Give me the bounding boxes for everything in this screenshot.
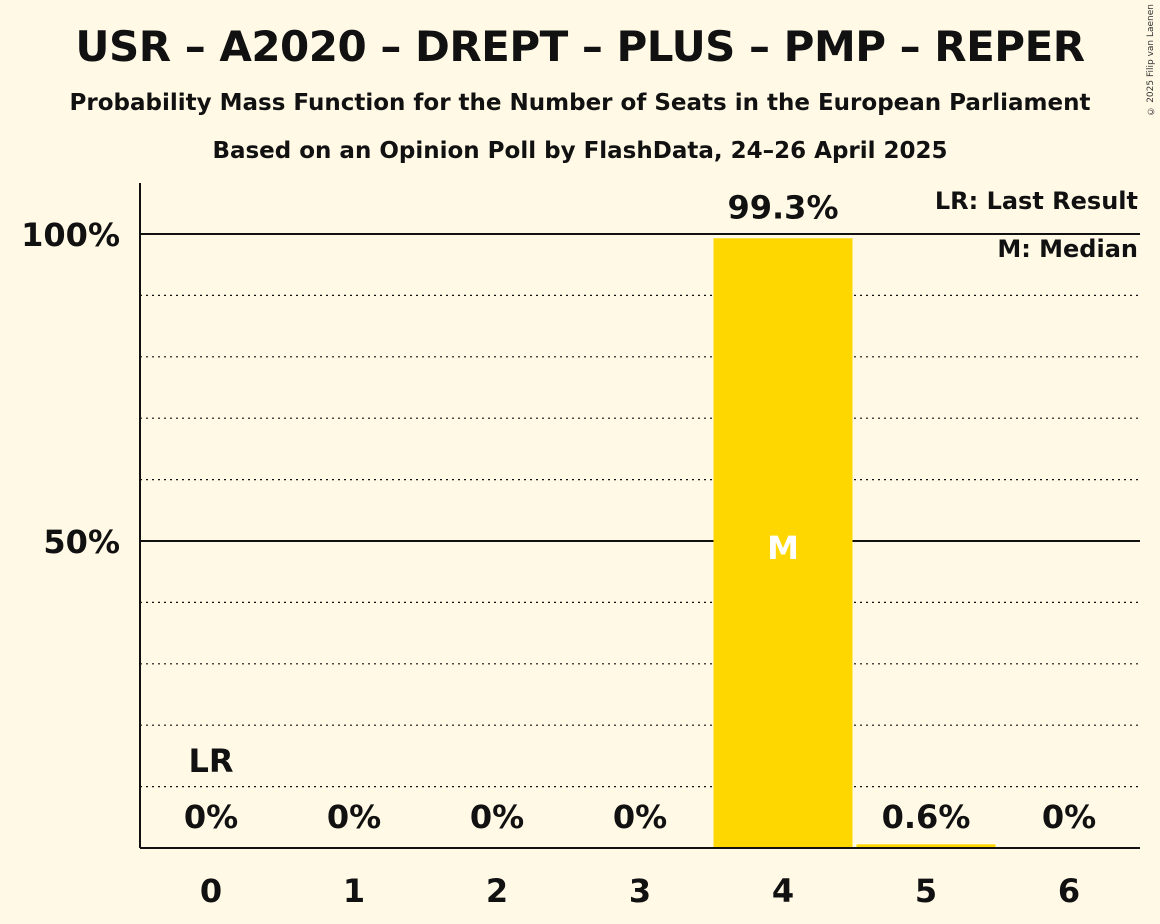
- data-label: 0%: [327, 798, 381, 836]
- data-label: 0%: [470, 798, 524, 836]
- chart-source-subtitle: Based on an Opinion Poll by FlashData, 2…: [212, 138, 948, 164]
- legend-last-result: LR: Last Result: [935, 187, 1138, 215]
- bar: [713, 238, 853, 849]
- data-label: 0%: [1042, 798, 1096, 836]
- data-label: 0%: [184, 798, 238, 836]
- x-tick-label: 1: [343, 872, 365, 910]
- legend-median: M: Median: [997, 235, 1138, 263]
- x-tick-label: 2: [486, 872, 508, 910]
- data-label: 0%: [613, 798, 667, 836]
- y-tick-label: 100%: [21, 216, 120, 254]
- chart-title: USR – A2020 – DREPT – PLUS – PMP – REPER: [75, 22, 1085, 71]
- last-result-marker: LR: [188, 742, 233, 780]
- data-label: 0.6%: [882, 798, 971, 836]
- y-tick-label: 50%: [43, 523, 120, 561]
- median-marker: M: [767, 529, 799, 567]
- data-label: 99.3%: [727, 188, 838, 226]
- x-tick-label: 5: [915, 872, 937, 910]
- bar: [856, 844, 996, 848]
- x-tick-label: 3: [629, 872, 651, 910]
- x-tick-label: 4: [772, 872, 794, 910]
- x-tick-label: 6: [1058, 872, 1080, 910]
- chart-subtitle: Probability Mass Function for the Number…: [69, 90, 1091, 116]
- x-tick-label: 0: [200, 872, 222, 910]
